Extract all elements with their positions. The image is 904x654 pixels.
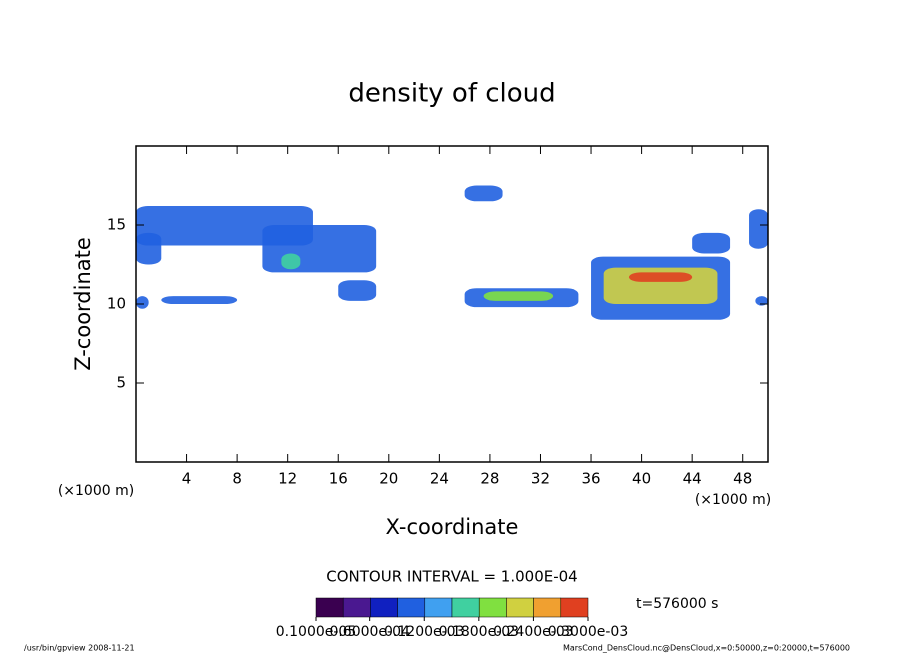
cloud-patch: [262, 225, 377, 273]
colorbar-cell: [397, 597, 426, 618]
x-axis-label: X-coordinate: [386, 515, 519, 539]
x-tick-label: 28: [480, 470, 499, 488]
colorbar-cell: [342, 597, 371, 618]
colorbar-cell: [506, 597, 534, 618]
cloud-patch: [136, 232, 162, 265]
cloud-patch: [692, 232, 731, 254]
y-tick-label: 10: [107, 295, 126, 313]
colorbar-tick-label: 0.2400e-03: [493, 624, 573, 640]
x-tick-label: 4: [182, 470, 192, 488]
x-tick-label: 40: [632, 470, 651, 488]
chart-title: density of cloud: [348, 79, 555, 109]
footer-right: MarsCond_DensCloud.nc@DensCloud,x=0:5000…: [563, 644, 850, 653]
x-tick-label: 16: [329, 470, 348, 488]
x-tick-label: 24: [430, 470, 449, 488]
cloud-patch: [136, 296, 149, 309]
cloud-patch: [628, 272, 693, 282]
colorbar-cell: [560, 597, 589, 618]
y-unit: (×1000 m): [58, 483, 134, 499]
cloud-patch: [749, 209, 768, 249]
x-tick-label: 12: [278, 470, 297, 488]
x-tick-label: 32: [531, 470, 550, 488]
cloud-patch: [281, 253, 301, 270]
colorbar-cell: [315, 597, 344, 618]
colorbar-tick-label: 0.1800e-03: [439, 624, 519, 640]
contour-interval: CONTOUR INTERVAL = 1.000E-04: [326, 568, 577, 586]
cloud-patch: [755, 296, 768, 306]
cloud-patch: [338, 280, 377, 301]
colorbar-tick-label: 0.6000e-04: [329, 624, 410, 640]
y-tick-label: 15: [107, 216, 126, 234]
colorbar-cell: [424, 597, 453, 618]
y-tick-label: 5: [116, 374, 126, 392]
colorbar-cell: [451, 597, 480, 618]
footer-left: /usr/bin/gpview 2008-11-21: [24, 644, 135, 653]
cloud-patch: [161, 296, 238, 304]
x-tick-label: 48: [733, 470, 752, 488]
time-label: t=576000 s: [636, 596, 718, 612]
colorbar-tick-label: 0.3000e-03: [548, 624, 628, 640]
x-tick-label: 20: [379, 470, 398, 488]
y-axis-label: Z-coordinate: [71, 237, 95, 371]
colorbar-cell: [478, 597, 507, 618]
x-tick-label: 36: [581, 470, 600, 488]
x-tick-label: 44: [683, 470, 702, 488]
x-unit: (×1000 m): [695, 492, 771, 508]
colorbar-cell: [370, 597, 398, 618]
cloud-patch: [483, 291, 554, 301]
colorbar-tick-label: 0.1200e-03: [384, 624, 464, 640]
x-tick-label: 8: [232, 470, 242, 488]
colorbar-cell: [533, 597, 562, 618]
colorbar-tick-label: 0.1000e-05: [276, 624, 356, 640]
cloud-patch: [464, 185, 503, 202]
